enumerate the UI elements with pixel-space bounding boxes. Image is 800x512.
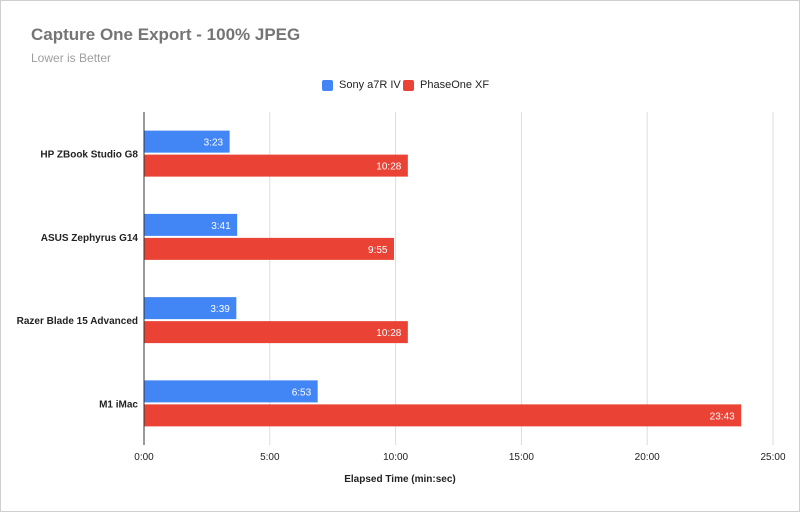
x-tick-label: 20:00: [635, 452, 660, 463]
legend-label-sony: Sony a7R IV: [339, 79, 401, 91]
bar-sony[interactable]: [144, 380, 318, 403]
bar-phaseone[interactable]: [144, 237, 395, 260]
data-label: 10:28: [376, 162, 401, 173]
legend-label-phaseone: PhaseOne XF: [420, 79, 490, 91]
category-label: HP ZBook Studio G8: [40, 150, 138, 161]
category-label: Razer Blade 15 Advanced: [17, 316, 138, 327]
legend-item-sony[interactable]: Sony a7R IV: [322, 79, 401, 91]
bar-phaseone[interactable]: [144, 404, 742, 427]
bar-phaseone[interactable]: [144, 154, 408, 177]
legend-item-phaseone[interactable]: PhaseOne XF: [403, 79, 489, 91]
chart-title: Capture One Export - 100% JPEG: [31, 25, 301, 44]
x-tick-label: 10:00: [383, 452, 408, 463]
data-label: 3:39: [210, 304, 230, 315]
data-label: 10:28: [376, 328, 401, 339]
x-tick-label: 5:00: [260, 452, 280, 463]
bar-sony[interactable]: [144, 213, 238, 236]
bar-sony[interactable]: [144, 130, 230, 153]
x-tick-label: 15:00: [509, 452, 534, 463]
data-label: 3:23: [204, 138, 224, 149]
data-label: 3:41: [211, 221, 231, 232]
data-label: 6:53: [292, 387, 312, 398]
x-tick-label: 0:00: [134, 452, 154, 463]
x-axis-title: Elapsed Time (min:sec): [344, 474, 456, 485]
category-label: M1 iMac: [99, 399, 138, 410]
data-label: 23:43: [710, 411, 735, 422]
chart-subtitle: Lower is Better: [31, 51, 112, 65]
bar-sony[interactable]: [144, 297, 237, 320]
bar-phaseone[interactable]: [144, 321, 408, 344]
x-tick-label: 25:00: [760, 452, 785, 463]
category-label: ASUS Zephyrus G14: [41, 233, 139, 244]
legend-swatch-phaseone: [403, 79, 414, 91]
chart-legend: Sony a7R IV PhaseOne XF: [0, 79, 800, 97]
legend-swatch-sony: [322, 79, 333, 91]
data-label: 9:55: [368, 245, 388, 256]
